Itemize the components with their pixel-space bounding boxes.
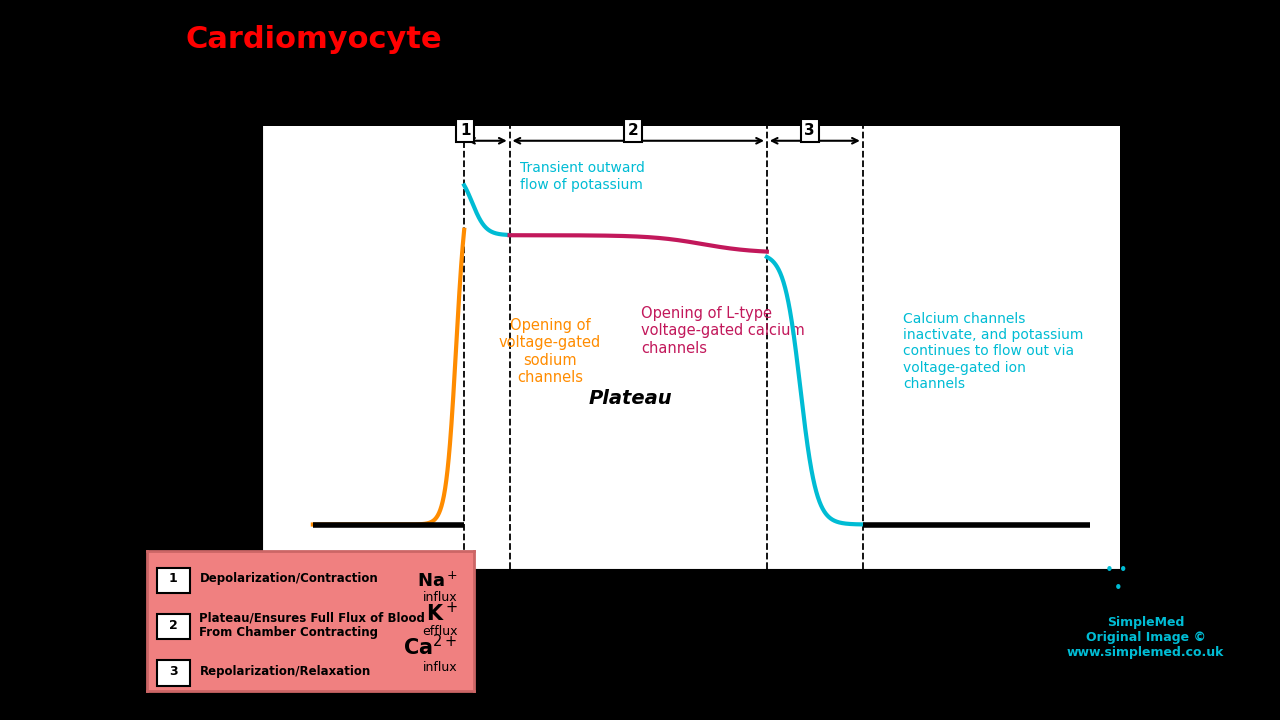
Text: influx: influx [424, 661, 458, 674]
Text: 1: 1 [460, 123, 471, 138]
Text: 3: 3 [169, 665, 178, 678]
Text: 1: 1 [169, 572, 178, 585]
Text: Ca$^{2+}$: Ca$^{2+}$ [403, 634, 458, 660]
Text: Na$^+$: Na$^+$ [417, 572, 458, 591]
Text: 3: 3 [804, 123, 815, 138]
Text: Time (s): Time (s) [655, 618, 737, 636]
Y-axis label: Membrane
Potential
(mV): Membrane Potential (mV) [141, 297, 200, 397]
Text: Repolarization/Relaxation: Repolarization/Relaxation [200, 665, 371, 678]
Text: Plateau: Plateau [589, 389, 672, 408]
Bar [157, 567, 189, 593]
Text: Plateau/Ensures Full Flux of Blood
From Chamber Contracting: Plateau/Ensures Full Flux of Blood From … [200, 611, 425, 639]
Bar [157, 614, 189, 639]
Text: K$^+$: K$^+$ [426, 601, 458, 625]
Text: Cardiomyocyte: Cardiomyocyte [186, 25, 442, 54]
Text: Action Potential: One Individual Cell: Action Potential: One Individual Cell [480, 25, 1112, 54]
Text: Depolarization/Contraction: Depolarization/Contraction [200, 572, 378, 585]
Text: influx: influx [424, 591, 458, 604]
Text: Transient outward
flow of potassium: Transient outward flow of potassium [520, 161, 645, 192]
Text: 2: 2 [627, 123, 639, 138]
Text: SimpleMed
Original Image ©
www.simplemed.co.uk: SimpleMed Original Image © www.simplemed… [1068, 616, 1224, 659]
Text: 2: 2 [169, 618, 178, 631]
Text: Opening of L-type
voltage-gated calcium
channels: Opening of L-type voltage-gated calcium … [641, 306, 805, 356]
Text: Opening of
voltage-gated
sodium
channels: Opening of voltage-gated sodium channels [499, 318, 602, 385]
Text: efflux: efflux [422, 625, 458, 638]
Bar [157, 660, 189, 685]
Text: Calcium channels
inactivate, and potassium
continues to flow out via
voltage-gat: Calcium channels inactivate, and potassi… [904, 312, 1083, 391]
Text: • •
 •: • • • [1105, 563, 1128, 596]
